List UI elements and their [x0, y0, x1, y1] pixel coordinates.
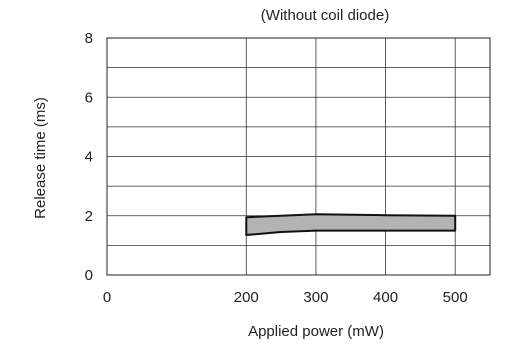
y-axis-label: Release time (ms): [32, 97, 49, 219]
x-tick-label: 0: [103, 289, 111, 306]
x-tick-label: 200: [234, 289, 259, 306]
y-tick-label: 2: [85, 208, 93, 225]
x-tick-label: 500: [443, 289, 468, 306]
x-tick-labels: 0 200 300 400 500: [103, 289, 468, 306]
x-tick-label: 300: [303, 289, 328, 306]
y-tick-label: 4: [85, 149, 93, 166]
y-tick-label: 6: [85, 89, 93, 106]
release-time-band: [245, 213, 457, 236]
chart-title: (Without coil diode): [261, 7, 389, 24]
plot-grid: [107, 38, 490, 275]
x-tick-label: 400: [373, 289, 398, 306]
y-tick-labels: 0 2 4 6 8: [85, 30, 93, 284]
y-tick-label: 8: [85, 30, 93, 47]
y-tick-label: 0: [85, 267, 93, 284]
plot-frame: [106, 37, 491, 276]
x-axis-label: Applied power (mW): [248, 323, 384, 340]
